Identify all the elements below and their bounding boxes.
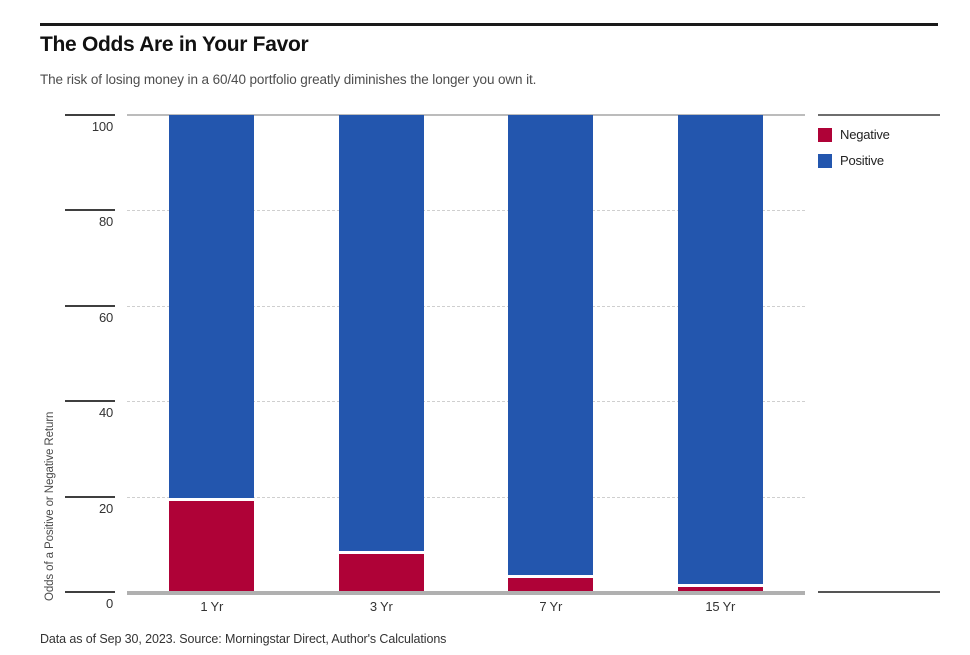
y-tick-label-0: 0 <box>105 596 113 611</box>
bar-segment-divider <box>338 550 424 554</box>
y-tick-line-80 <box>65 209 115 212</box>
y-gridline-60 <box>127 305 805 307</box>
plot-area <box>127 115 805 592</box>
y-tick-label-60: 60 <box>98 309 113 325</box>
y-tick-line-0 <box>65 591 115 593</box>
top-rule <box>40 23 938 26</box>
bar-segment-divider <box>677 584 763 588</box>
legend: Negative Positive <box>818 114 940 168</box>
y-gridline-40 <box>127 401 805 403</box>
plot-top-border <box>127 114 805 116</box>
y-gridline-80 <box>127 210 805 212</box>
legend-label-positive: Positive <box>840 153 884 168</box>
x-tick-label-3-yr: 3 Yr <box>369 599 393 614</box>
x-tick-label-15-yr: 15 Yr <box>705 599 736 614</box>
bar-group-3-yr <box>338 115 424 592</box>
page-title: The Odds Are in Your Favor <box>40 33 309 56</box>
bar-segment-positive-15-yr <box>677 115 763 585</box>
bar-group-1-yr <box>169 115 255 592</box>
bar-group-15-yr <box>677 115 763 592</box>
bar-segment-divider <box>169 498 255 502</box>
y-tick-label-100: 100 <box>91 119 113 134</box>
bar-segment-positive-3-yr <box>338 115 424 551</box>
source-note: Data as of Sep 30, 2023. Source: Morning… <box>40 632 447 646</box>
x-axis-baseline <box>127 591 805 595</box>
bar-group-7-yr <box>508 115 594 592</box>
bar-segment-divider <box>508 574 594 578</box>
legend-swatch-positive-icon <box>818 153 832 168</box>
bar-segment-negative-3-yr <box>338 553 424 592</box>
y-tick-line-20 <box>65 495 115 498</box>
y-tick-label-80: 80 <box>98 214 113 230</box>
legend-item-positive: Positive <box>818 153 940 168</box>
x-tick-label-7-yr: 7 Yr <box>539 599 563 614</box>
legend-bottom-rule <box>818 591 940 593</box>
y-tick-line-100 <box>65 114 115 116</box>
y-tick-line-60 <box>65 304 115 307</box>
bar-segment-positive-7-yr <box>508 115 594 575</box>
x-tick-label-1-yr: 1 Yr <box>200 599 224 614</box>
legend-item-negative: Negative <box>818 127 940 142</box>
legend-label-negative: Negative <box>840 127 890 142</box>
bar-segment-negative-1-yr <box>169 501 255 592</box>
bar-segment-positive-1-yr <box>169 115 255 499</box>
y-tick-line-40 <box>65 400 115 403</box>
y-tick-label-20: 20 <box>98 500 113 516</box>
y-gridline-20 <box>127 496 805 498</box>
y-axis-title: Odds of a Positive or Negative Return <box>44 411 56 601</box>
bar-segment-negative-7-yr <box>508 577 594 592</box>
y-tick-label-40: 40 <box>98 405 113 421</box>
page-subtitle: The risk of losing money in a 60/40 port… <box>40 72 537 87</box>
bar-segment-negative-15-yr <box>677 587 763 592</box>
legend-swatch-negative-icon <box>818 127 832 142</box>
